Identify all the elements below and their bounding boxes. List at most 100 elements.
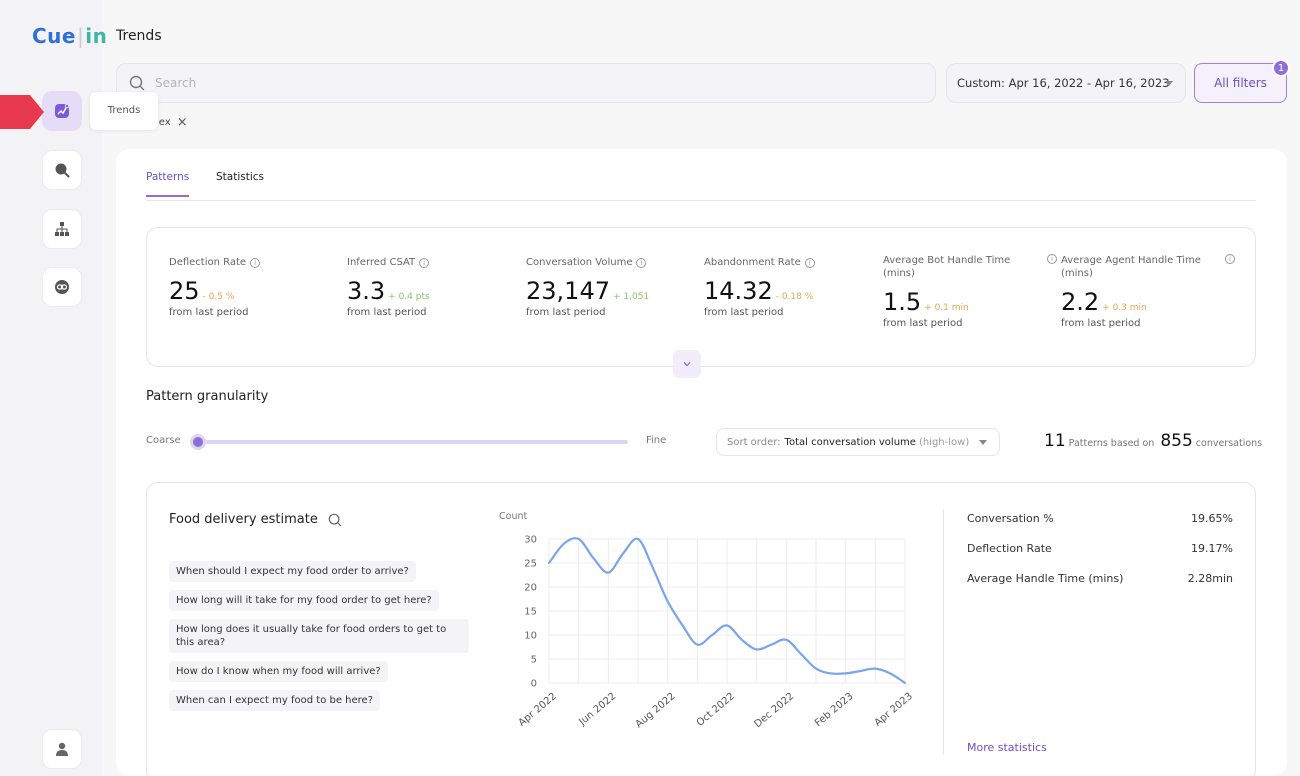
patterns-count: 11 <box>1044 431 1066 451</box>
date-range-value: Custom: Apr 16, 2022 - Apr 16, 2023 <box>957 76 1170 90</box>
caret-down-icon <box>1165 81 1173 86</box>
trends-tooltip: Trends <box>90 92 158 130</box>
info-icon[interactable]: i <box>419 258 430 268</box>
patterns-mid-text: Patterns based on <box>1068 438 1155 449</box>
info-icon[interactable]: i <box>250 258 261 268</box>
metric-abandonment-rate: Abandonment Rate i 14.32- 0.18 % from las… <box>704 256 874 318</box>
sort-label: Sort order: <box>727 436 781 448</box>
sidebar-item-integrations[interactable] <box>42 267 82 307</box>
metric-value: 23,147 <box>526 277 610 305</box>
sidebar-item-search[interactable] <box>42 150 82 190</box>
y-tick-label: 15 <box>524 607 537 618</box>
tooltip-text: Trends <box>107 104 141 116</box>
sort-note: (high-low) <box>918 436 970 448</box>
pattern-card: Food delivery estimate When should I exp… <box>146 482 1256 776</box>
filter-chip-label: lex <box>156 116 171 128</box>
metric-label: Deflection Rate <box>169 257 247 268</box>
metric-value: 2.2 <box>1061 288 1100 316</box>
phrase-item: How long will it take for my food order … <box>169 590 439 611</box>
granularity-slider: Coarse Fine <box>146 432 676 452</box>
metric-label: Abandonment Rate <box>704 257 801 268</box>
metric-label: Conversation Volume <box>526 257 633 268</box>
y-tick-label: 25 <box>524 559 537 570</box>
metric-delta: + 0.1 min <box>924 303 969 313</box>
y-axis-label: Count <box>499 511 527 522</box>
main-card: Patterns Statistics Deflection Rate i 25-… <box>116 149 1287 776</box>
metrics-panel: Deflection Rate i 25- 0.5 % from last per… <box>146 227 1256 367</box>
info-icon[interactable]: i <box>1225 254 1235 264</box>
metric-value: 1.5 <box>883 288 922 316</box>
more-statistics-link[interactable]: More statistics <box>967 741 1047 754</box>
sort-order-select[interactable]: Sort order: Total conversation volume (h… <box>716 428 1000 456</box>
user-icon <box>56 742 68 756</box>
x-tick-label: Jun 2022 <box>577 691 619 729</box>
slider-track[interactable] <box>198 440 628 444</box>
search-icon <box>129 75 145 91</box>
stat-label: Conversation % <box>967 512 1054 525</box>
date-range-select[interactable]: Custom: Apr 16, 2022 - Apr 16, 2023 <box>946 63 1186 103</box>
chevron-down-icon <box>683 362 691 367</box>
pattern-stats: Conversation % 19.65% Deflection Rate 19.1… <box>967 512 1233 602</box>
logo-in-text: in <box>85 24 108 48</box>
metric-delta: - 0.18 % <box>775 292 814 302</box>
stat-label: Average Handle Time (mins) <box>967 572 1124 585</box>
metric-delta: + 0.4 pts <box>388 292 430 302</box>
metric-label: Average Agent Handle Time (mins) <box>1061 255 1201 279</box>
close-icon[interactable]: × <box>176 114 188 130</box>
metric-inferred-csat: Inferred CSAT i 3.3 + 0.4 pts from last pe… <box>347 256 517 318</box>
expand-metrics-button[interactable] <box>673 350 701 378</box>
x-tick-label: Aug 2022 <box>634 691 678 730</box>
metric-delta: + 1,051 <box>612 292 650 302</box>
slider-thumb[interactable] <box>190 434 206 450</box>
caret-down-icon <box>979 440 987 445</box>
metric-subtext: from last period <box>169 307 249 318</box>
stat-row: Average Handle Time (mins) 2.28min <box>967 572 1233 602</box>
y-tick-label: 30 <box>524 535 537 546</box>
x-tick-label: Dec 2022 <box>752 691 796 730</box>
metric-value: 25 <box>169 277 200 305</box>
pointer-arrow-icon <box>0 95 44 129</box>
sidebar: Cue|in <box>0 0 107 776</box>
sidebar-item-hierarchy[interactable] <box>42 209 82 249</box>
x-tick-label: Apr 2022 <box>517 691 559 729</box>
metric-conversation-volume: Conversation Volume i 23,147 + 1,051 from … <box>526 256 696 318</box>
metric-label: Average Bot Handle Time (mins) <box>883 255 1011 279</box>
search-icon[interactable] <box>328 513 342 527</box>
info-icon[interactable]: i <box>804 258 815 268</box>
info-icon[interactable]: i <box>1047 254 1057 264</box>
info-icon[interactable]: i <box>636 258 647 268</box>
cuein-logo[interactable]: Cue|in <box>32 24 107 48</box>
filter-chip: lex × <box>150 112 194 132</box>
tab-patterns[interactable]: Patterns <box>146 171 190 197</box>
search-input[interactable] <box>155 76 855 90</box>
stat-value: 19.65% <box>1191 512 1233 525</box>
phrase-list: When should I expect my food order to ar… <box>169 561 479 719</box>
metric-subtext: from last period <box>526 307 606 318</box>
stat-value: 2.28min <box>1187 572 1233 585</box>
phrase-item: How long does it usually take for food o… <box>169 619 469 653</box>
divider <box>943 509 944 755</box>
x-tick-label: Oct 2022 <box>695 691 737 729</box>
search-bar[interactable] <box>116 63 936 103</box>
all-filters-button[interactable]: All filters <box>1194 63 1287 103</box>
y-tick-label: 5 <box>531 655 537 666</box>
link-icon <box>55 280 69 294</box>
search-icon <box>55 163 70 178</box>
volume-line-chart: Count 0 5 10 15 20 25 30 Apr 2022 Jun 2022 Aug 202… <box>499 511 913 730</box>
tab-statistics[interactable]: Statistics <box>216 171 264 183</box>
metric-deflection-rate: Deflection Rate i 25- 0.5 % from last per… <box>169 256 339 318</box>
trends-icon <box>55 103 70 118</box>
patterns-summary: 11 Patterns based on 855 conversations <box>1044 431 1262 451</box>
stat-value: 19.17% <box>1191 542 1233 555</box>
x-tick-label: Apr 2023 <box>873 691 913 729</box>
phrase-item: How do I know when my food will arrive? <box>169 661 388 682</box>
metric-delta: - 0.5 % <box>202 292 235 302</box>
filter-count-badge: 1 <box>1272 59 1290 77</box>
page-title: Trends <box>116 28 162 44</box>
sidebar-item-trends[interactable] <box>42 91 82 131</box>
metric-value: 14.32 <box>704 277 773 305</box>
slider-coarse-label: Coarse <box>146 435 181 446</box>
profile-button[interactable] <box>42 729 82 769</box>
stat-row: Conversation % 19.65% <box>967 512 1233 542</box>
stat-row: Deflection Rate 19.17% <box>967 542 1233 572</box>
